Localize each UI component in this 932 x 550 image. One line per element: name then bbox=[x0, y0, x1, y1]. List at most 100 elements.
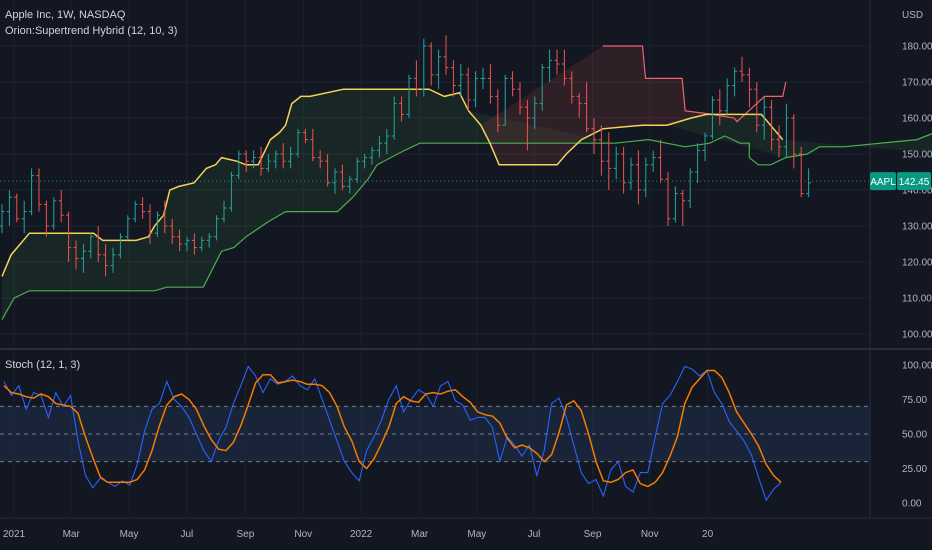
time-axis-label: Sep bbox=[584, 529, 602, 540]
ohlc-bar bbox=[258, 146, 264, 176]
ohlc-bar bbox=[547, 49, 553, 82]
ohlc-bar bbox=[761, 96, 767, 140]
ohlc-bar bbox=[288, 146, 294, 169]
ohlc-bar bbox=[406, 74, 412, 118]
currency-label: USD bbox=[902, 10, 923, 21]
ohlc-bar bbox=[36, 168, 42, 212]
stoch-axis-label: 25.00 bbox=[902, 464, 927, 475]
ohlc-bar bbox=[776, 125, 782, 158]
chart-legend: Apple Inc, 1W, NASDAQ Orion:Supertrend H… bbox=[5, 7, 177, 39]
ohlc-bar bbox=[517, 82, 523, 115]
ohlc-bar bbox=[51, 197, 57, 230]
ohlc-bar bbox=[265, 154, 271, 172]
time-axis-label: May bbox=[467, 529, 486, 540]
time-axis-label: 2022 bbox=[350, 529, 373, 540]
ohlc-bar bbox=[458, 64, 464, 97]
ohlc-bar bbox=[413, 60, 419, 97]
stoch-k-line bbox=[3, 365, 782, 502]
ohlc-bar bbox=[524, 100, 530, 151]
ohlc-bar bbox=[436, 49, 442, 90]
ohlc-bar bbox=[658, 139, 664, 183]
ohlc-bar bbox=[680, 190, 686, 226]
ohlc-bar bbox=[117, 233, 123, 259]
ohlc-bar bbox=[132, 200, 138, 223]
ohlc-bar bbox=[302, 128, 308, 144]
ohlc-bar bbox=[783, 103, 789, 158]
ohlc-bar bbox=[465, 67, 471, 111]
time-axis-label: Nov bbox=[294, 529, 312, 540]
ohlc-bar bbox=[495, 89, 501, 133]
ohlc-bar bbox=[0, 204, 5, 234]
ohlc-bar bbox=[672, 186, 678, 223]
ohlc-bar bbox=[687, 168, 693, 208]
time-axis-label: 2021 bbox=[3, 529, 26, 540]
ohlc-bar bbox=[88, 233, 94, 259]
time-axis-label: Jul bbox=[528, 529, 541, 540]
ohlc-bar bbox=[724, 78, 730, 115]
ohlc-bar bbox=[6, 190, 12, 226]
ohlc-bar bbox=[295, 128, 301, 158]
ohlc-bar bbox=[125, 215, 131, 241]
ohlc-bar bbox=[702, 132, 708, 162]
ohlc-bar bbox=[354, 157, 360, 183]
ohlc-bar bbox=[569, 71, 575, 104]
symbol-title: Apple Inc, 1W, NASDAQ bbox=[5, 9, 126, 21]
bullish-band-fill-2 bbox=[666, 114, 932, 158]
lower-band-line bbox=[1, 133, 932, 320]
ohlc-bar bbox=[43, 200, 49, 237]
price-axis-label: 110.00 bbox=[902, 294, 932, 305]
ohlc-bar bbox=[154, 211, 160, 237]
price-axis-label: 100.00 bbox=[902, 330, 932, 341]
ohlc-bar bbox=[606, 132, 612, 190]
ohlc-bar bbox=[709, 96, 715, 140]
symbol-tag-bg bbox=[870, 172, 896, 191]
ohlc-bar bbox=[695, 143, 701, 183]
ohlc-bar bbox=[621, 146, 627, 194]
ohlc-bar bbox=[739, 56, 745, 82]
ohlc-bar bbox=[598, 125, 604, 176]
ohlc-bar bbox=[487, 64, 493, 104]
supertrend-line bbox=[1, 88, 784, 277]
price-axis-label: 120.00 bbox=[902, 258, 932, 269]
ohlc-bar bbox=[243, 150, 249, 172]
ohlc-bar bbox=[332, 168, 338, 194]
ohlc-bar bbox=[746, 67, 752, 108]
ohlc-bar bbox=[236, 150, 242, 180]
ohlc-bar bbox=[717, 89, 723, 126]
ohlc-bar bbox=[532, 96, 538, 129]
ohlc-bar bbox=[206, 233, 212, 248]
price-axis-label: 180.00 bbox=[902, 42, 932, 53]
ohlc-bar bbox=[29, 168, 35, 216]
price-axis-label: 170.00 bbox=[902, 78, 932, 89]
ohlc-bar bbox=[399, 96, 405, 122]
time-axis-label: Nov bbox=[641, 529, 659, 540]
ohlc-bar bbox=[384, 128, 390, 154]
bullish-band-fill bbox=[2, 89, 616, 320]
ohlc-bar bbox=[428, 42, 434, 86]
ohlc-bar bbox=[510, 71, 516, 97]
indicator-label: Orion:Supertrend Hybrid (12, 10, 3) bbox=[5, 25, 178, 37]
ohlc-bars bbox=[0, 35, 812, 277]
stoch-axis-label: 50.00 bbox=[902, 430, 927, 441]
ohlc-bar bbox=[754, 82, 760, 133]
ohlc-bar bbox=[162, 200, 168, 234]
ohlc-bar bbox=[584, 82, 590, 133]
ohlc-bar bbox=[362, 154, 368, 169]
price-axis-label: 140.00 bbox=[902, 186, 932, 197]
ohlc-bar bbox=[95, 226, 101, 262]
ohlc-bar bbox=[169, 218, 175, 244]
ohlc-bar bbox=[177, 229, 183, 252]
ohlc-bar bbox=[184, 236, 190, 252]
time-axis-label: Mar bbox=[63, 529, 81, 540]
ohlc-bar bbox=[280, 143, 286, 169]
price-axis-label: 160.00 bbox=[902, 114, 932, 125]
ohlc-bar bbox=[635, 150, 641, 205]
ohlc-bar bbox=[221, 200, 227, 223]
ohlc-bar bbox=[591, 118, 597, 154]
ohlc-bar bbox=[325, 154, 331, 187]
stoch-label: Stoch (12, 1, 3) bbox=[5, 359, 81, 371]
ohlc-bar bbox=[473, 71, 479, 108]
ohlc-bar bbox=[147, 204, 153, 244]
stoch-axis-label: 100.00 bbox=[902, 361, 932, 372]
